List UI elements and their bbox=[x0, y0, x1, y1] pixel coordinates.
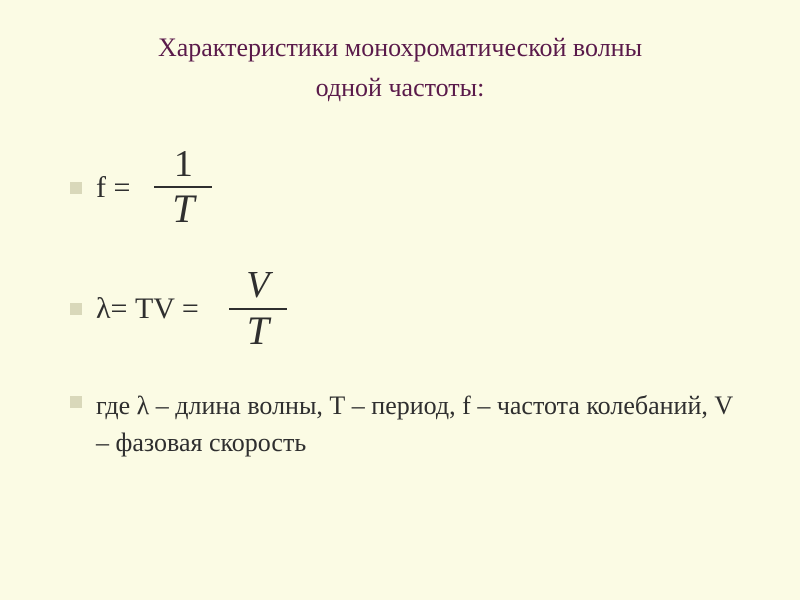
equation-1: f = 1 T bbox=[70, 145, 800, 231]
bullet-icon bbox=[70, 182, 82, 194]
bullet-icon bbox=[70, 396, 82, 408]
eq1-lhs: f = bbox=[96, 171, 130, 205]
description-row: где λ – длина волны, Т – период, f – час… bbox=[70, 388, 800, 461]
title-line-2: одной частоты: bbox=[316, 73, 485, 102]
bullet-icon bbox=[70, 303, 82, 315]
equation-2: λ = ТV = V T bbox=[70, 266, 800, 352]
eq1-fraction: 1 T bbox=[154, 145, 212, 231]
equation-2-text: λ = ТV = V T bbox=[96, 266, 287, 352]
eq2-lhs: = ТV = bbox=[111, 292, 199, 326]
eq1-denominator: T bbox=[172, 188, 194, 230]
eq2-fraction: V T bbox=[229, 266, 287, 352]
slide-title: Характеристики монохроматической волны о… bbox=[0, 0, 800, 109]
title-line-1: Характеристики монохроматической волны bbox=[158, 33, 642, 62]
eq2-numerator: V bbox=[240, 266, 275, 308]
eq2-denominator: T bbox=[247, 310, 269, 352]
eq2-lambda: λ bbox=[96, 292, 111, 326]
equation-1-text: f = 1 T bbox=[96, 145, 212, 231]
eq1-numerator: 1 bbox=[168, 145, 199, 187]
description-text: где λ – длина волны, Т – период, f – час… bbox=[96, 388, 736, 461]
slide-content: f = 1 T λ = ТV = V T где λ – длина волны… bbox=[0, 109, 800, 462]
